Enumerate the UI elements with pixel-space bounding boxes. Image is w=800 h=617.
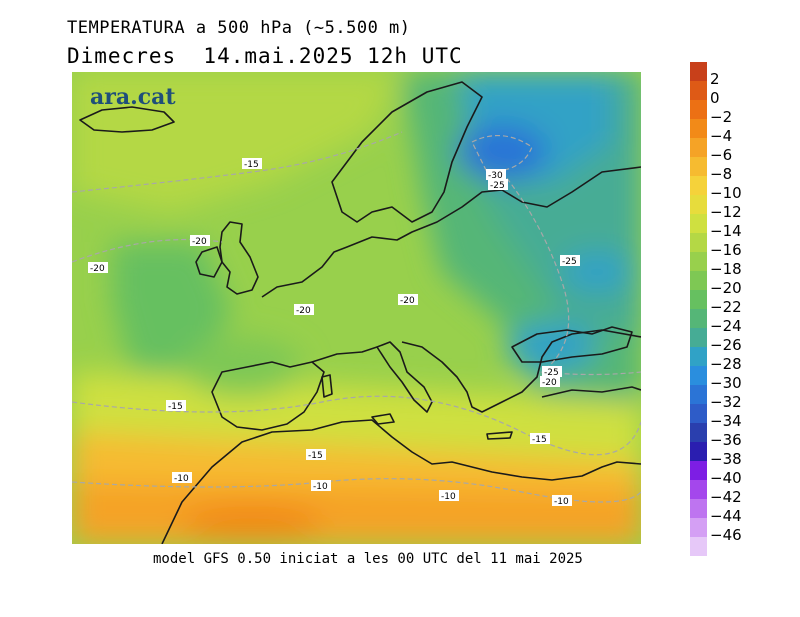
color-scale-segment [690,385,707,404]
isotherm-label-1: -15 [244,160,259,170]
isotherm-label-10: -20 [542,378,557,388]
field-south-warmest [72,482,641,544]
field-west-cool [72,72,402,212]
isotherm-label-5: -20 [400,296,415,306]
isotherm-minus25-east [501,171,641,376]
color-scale-label: −30 [710,374,742,392]
color-scale-label: −42 [710,488,742,506]
isotherm-label-13: -15 [532,435,547,445]
isotherm-minus15-south [72,395,641,456]
isotherm-label-7: -25 [490,181,505,191]
chart-subtitle: Dimecres 14.mai.2025 12h UTC [67,44,463,68]
color-scale-label: −36 [710,431,742,449]
isotherm-minus15-north [72,131,403,193]
color-scale-segment [690,119,707,138]
isotherm-label-9: -25 [544,368,559,378]
coast-italy [376,341,433,413]
color-scale-segment [690,480,707,499]
color-scale-bar [690,62,707,556]
isotherm-label-11: -15 [168,402,183,412]
color-scale-segment [690,499,707,518]
color-scale-segment [690,100,707,119]
coast-iceland [79,106,175,133]
color-scale-label: 0 [710,89,720,107]
color-scale-segment [690,518,707,537]
isotherm-label-16: -10 [441,492,456,502]
color-scale-segment [690,62,707,81]
color-scale-segment [690,157,707,176]
coast-balkans [401,329,641,413]
temperature-field-svg: -15 -20 -20 -20 -20 -30 -25 -25 -25 -20 … [72,72,641,544]
field-blacksea-low [507,322,597,372]
color-scale-label: −10 [710,184,742,202]
color-scale-label: −32 [710,393,742,411]
color-scale-label: −46 [710,526,742,544]
color-scale-segment [690,537,707,556]
isotherm-label-8: -25 [562,257,577,267]
color-scale-segment [690,252,707,271]
coast-sardinia [321,374,333,398]
color-scale-label: −20 [710,279,742,297]
color-scale-label: −16 [710,241,742,259]
color-scale-segment [690,214,707,233]
model-info: model GFS 0.50 iniciat a les 00 UTC del … [153,551,583,567]
color-scale-segment [690,366,707,385]
color-scale-label: −8 [710,165,733,183]
isotherm-label-15: -10 [313,482,328,492]
color-scale-segment [690,81,707,100]
color-scale-segment [690,328,707,347]
color-scale-label: −2 [710,108,733,126]
coast-ireland [195,246,223,278]
color-scale-segment [690,461,707,480]
color-scale-segment [690,271,707,290]
color-scale-segment [690,138,707,157]
color-scale-label: −40 [710,469,742,487]
color-scale-segment [690,423,707,442]
chart-title: TEMPERATURA a 500 hPa (~5.500 m) [67,18,411,38]
color-scale-label: −34 [710,412,742,430]
color-scale-label: −12 [710,203,742,221]
coast-turkey [541,386,641,398]
color-scale-segment [690,347,707,366]
color-scale-segment [690,404,707,423]
isotherm-label-17: -10 [554,497,569,507]
coast-north-africa [161,419,641,544]
color-scale-segment [690,309,707,328]
coast-continent [261,166,641,298]
color-scale-label: −14 [710,222,742,240]
color-scale-label: −22 [710,298,742,316]
isotherm-label-2: -20 [192,237,207,247]
coast-scandinavia [331,81,483,223]
color-scale-segment [690,176,707,195]
color-scale-label: −28 [710,355,742,373]
color-scale-label: −18 [710,260,742,278]
color-scale-label: −38 [710,450,742,468]
temperature-map: -15 -20 -20 -20 -20 -30 -25 -25 -25 -20 … [72,72,641,544]
coast-sicily [371,413,395,425]
field-baltic-low [457,124,547,180]
color-scale-label: −6 [710,146,733,164]
color-scale-label: −26 [710,336,742,354]
color-scale-label: −44 [710,507,742,525]
field-sahara-hot [182,504,322,540]
isotherm-label-3: -20 [90,264,105,274]
coast-crete [486,431,513,440]
coast-iberia [211,361,325,431]
isotherm-label-4: -20 [296,306,311,316]
isotherm-label-12: -15 [308,451,323,461]
isotherm-label-14: -10 [174,474,189,484]
color-scale-segment [690,290,707,309]
coast-france-med [311,346,378,363]
color-scale-segment [690,233,707,252]
color-scale-label: −4 [710,127,733,145]
color-scale-label: −24 [710,317,742,335]
coast-black-sea [511,326,633,363]
color-scale-segment [690,442,707,461]
field-iberia-cold [182,337,302,397]
color-scale-label: 2 [710,70,720,88]
isotherm-label-6: -30 [488,171,503,181]
color-scale-segment [690,195,707,214]
brand-logo: ara.cat [90,84,176,110]
isotherm-minus10-south [72,478,641,503]
